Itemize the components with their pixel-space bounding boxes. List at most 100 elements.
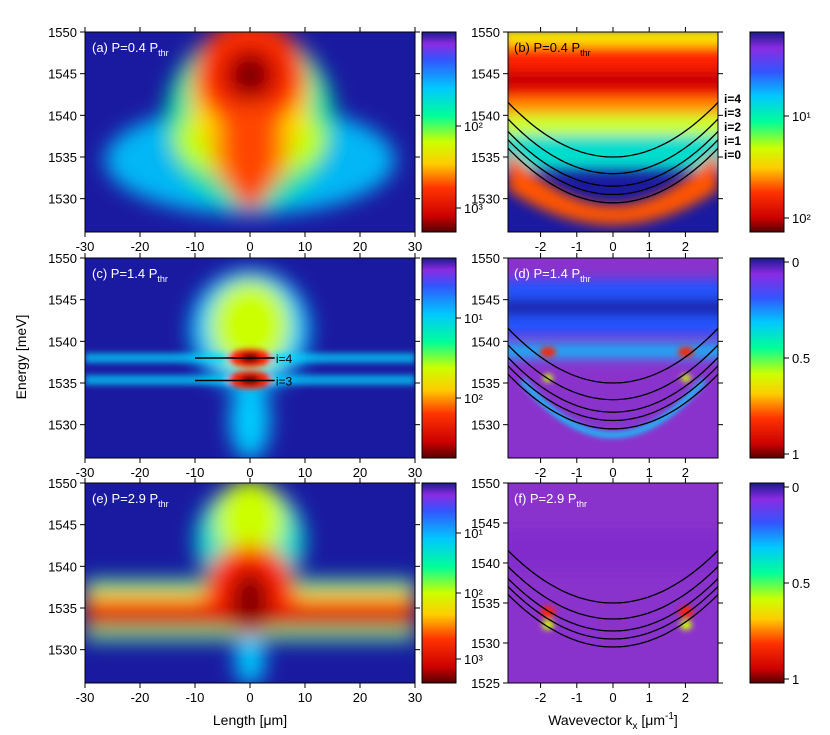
panel-b-colorbar-labels: 10¹ 10² [784, 109, 811, 226]
x-tick-label: 30 [408, 239, 422, 254]
x-tick-label: -1 [571, 239, 583, 254]
x-tick-label: -10 [186, 239, 205, 254]
x-tick-label: -10 [186, 465, 205, 480]
panel-c-title: (c) P=1.4 Pthr [92, 266, 168, 284]
panel-a-title: (a) P=0.4 Pthr [92, 40, 169, 58]
y-tick-label: 1545 [48, 67, 77, 82]
curve-label: i=0 [724, 148, 741, 162]
panel-c-colorbar [421, 257, 457, 459]
colorbar-label: 0.5 [792, 576, 810, 591]
panel-f: (f) P=2.9 Pthr 1525 1530 1535 1540 1545 1550 -… [471, 476, 810, 705]
x-tick-label: -20 [131, 465, 150, 480]
panel-a-colorbar [421, 31, 457, 233]
dispersion-curve [508, 586, 718, 640]
dispersion-curve [508, 131, 718, 187]
panel-e-colorbar [421, 482, 457, 684]
curve-label: i=2 [724, 120, 741, 134]
x-tick-label: 1 [646, 690, 653, 705]
panel-a-axes: 1530 1535 1540 1545 1550 -30 -20 -10 0 10 20 30 [48, 25, 422, 254]
panel-f-heatmap [508, 483, 718, 683]
y-tick-label: 1525 [471, 676, 500, 691]
x-tick-label: 1 [646, 239, 653, 254]
panel-e-heatmap [85, 483, 415, 683]
y-tick-label: 1540 [48, 559, 77, 574]
panel-a-colorbar-labels: 10² 10³ [456, 119, 483, 216]
x-axis-label-right: Wavevector kx [μm-1] [548, 711, 678, 732]
panel-b-heatmap [508, 32, 718, 232]
colorbar-label: 0 [792, 255, 799, 270]
x-tick-label: -2 [535, 239, 547, 254]
panel-e-colorbar-labels: 10¹ 10² 10³ [456, 526, 483, 667]
panel-b-axes: 1530 1535 1540 1545 1550 -2 -1 0 1 2 [471, 25, 723, 254]
x-tick-label: 20 [353, 690, 367, 705]
panel-b: (b) P=0.4 Pthr i=4i=3i=2i=1i=0 153015351… [471, 25, 811, 254]
dispersion-curve [508, 594, 718, 648]
x-tick-label: 20 [353, 465, 367, 480]
y-tick-label: 1530 [48, 418, 77, 433]
colorbar-label: 1 [792, 447, 799, 462]
x-tick-label: -1 [571, 465, 583, 480]
panel-c: i=4i=3 (c) P=1.4 Pthr 153015351540154515… [48, 251, 483, 480]
panel-d-colorbar-labels: 00.51 [784, 255, 810, 462]
x-tick-label: 10 [298, 239, 312, 254]
dispersion-curve [508, 373, 718, 430]
x-tick-label: -30 [76, 465, 95, 480]
mode-marker-label: i=3 [276, 375, 293, 389]
curve-label: i=3 [724, 106, 741, 120]
panel-e-axes: 1530 1535 1540 1545 1550 -30 -20 -10 0 10 20 30 [48, 476, 422, 705]
panel-c-mode-markers: i=4 i=3 [195, 352, 293, 389]
y-tick-label: 1545 [471, 293, 500, 308]
y-tick-label: 1550 [48, 476, 77, 491]
panel-a-heatmap [85, 32, 415, 232]
x-tick-label: 10 [298, 465, 312, 480]
panel-b-title: (b) P=0.4 Pthr [514, 40, 591, 58]
dispersion-curve [508, 357, 718, 413]
curve-label: i=4 [724, 92, 741, 106]
y-tick-label: 1545 [471, 67, 500, 82]
panel-f-dispersion-curves [508, 550, 718, 648]
dispersion-curve [508, 550, 718, 604]
dispersion-curve [508, 327, 718, 384]
x-tick-label: -1 [571, 690, 583, 705]
panel-a: (a) P=0.4 Pthr 1530 1535 1540 1545 1550 -30 -2… [48, 25, 483, 254]
x-tick-label: 20 [353, 239, 367, 254]
colorbar-label: 10² [464, 586, 483, 601]
colorbar-label: 10² [464, 391, 483, 406]
y-tick-label: 1535 [471, 150, 500, 165]
x-tick-label: -2 [535, 690, 547, 705]
x-tick-label: 0 [609, 239, 616, 254]
panel-e-title: (e) P=2.9 Pthr [92, 491, 169, 509]
y-tick-label: 1550 [471, 25, 500, 40]
dispersion-curve [508, 566, 718, 620]
y-tick-label: 1530 [48, 192, 77, 207]
y-tick-label: 1540 [48, 334, 77, 349]
colorbar-label: 10¹ [464, 311, 483, 326]
panel-b-dispersion-curves [508, 101, 718, 204]
colorbar-label: 10¹ [464, 526, 483, 541]
panel-d-heatmap [508, 258, 718, 458]
dispersion-curve [508, 139, 718, 196]
panel-d-title: (d) P=1.4 Pthr [514, 266, 591, 284]
x-tick-label: -20 [131, 239, 150, 254]
x-tick-label: 0 [246, 690, 253, 705]
panel-d-dispersion-curves [508, 327, 718, 430]
colorbar-label: 10³ [464, 201, 483, 216]
colorbar-label: 1 [792, 672, 799, 687]
panel-e: (e) P=2.9 Pthr 1530 1535 1540 1545 1550 -30 -2… [48, 476, 483, 705]
x-tick-label: 2 [682, 690, 689, 705]
curve-label: i=1 [724, 134, 741, 148]
x-tick-label: 0 [609, 690, 616, 705]
panel-f-colorbar-labels: 00.51 [784, 480, 810, 687]
colorbar-label: 10³ [464, 652, 483, 667]
x-tick-label: 10 [298, 690, 312, 705]
colorbar-label: 10² [464, 119, 483, 134]
dispersion-curve [508, 118, 718, 175]
panel-f-axes: 1525 1530 1535 1540 1545 1550 -2 -1 0 1 2 [471, 476, 723, 705]
panel-f-colorbar [749, 482, 785, 684]
y-tick-label: 1530 [48, 643, 77, 658]
panel-d-colorbar [749, 257, 785, 459]
y-axis-label: Energy [meV] [13, 315, 29, 400]
y-tick-label: 1540 [471, 108, 500, 123]
y-tick-label: 1550 [48, 25, 77, 40]
